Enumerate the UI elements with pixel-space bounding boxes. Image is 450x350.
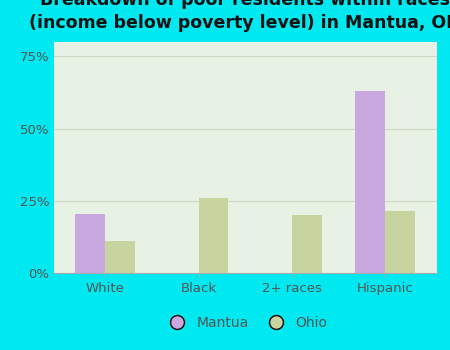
Bar — [292, 215, 322, 273]
Title: Breakdown of poor residents within races
(income below poverty level) in Mantua,: Breakdown of poor residents within races… — [29, 0, 450, 32]
Bar — [105, 241, 135, 273]
Bar — [198, 198, 229, 273]
Bar — [385, 211, 415, 273]
Legend: Mantua, Ohio: Mantua, Ohio — [158, 310, 333, 335]
Bar — [76, 214, 105, 273]
Bar — [356, 91, 385, 273]
